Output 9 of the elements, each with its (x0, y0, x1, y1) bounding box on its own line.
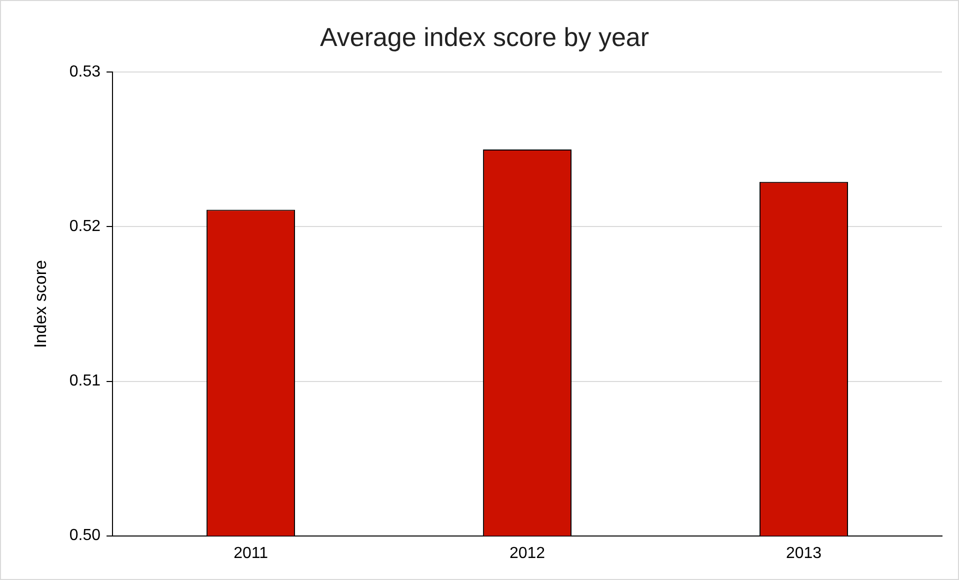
y-tick-label: 0.52 (69, 218, 101, 236)
x-tick-label: 2013 (786, 544, 822, 562)
y-tick-label: 0.51 (69, 372, 101, 390)
x-tick-label: 2012 (509, 544, 546, 562)
y-tick-label: 0.53 (69, 64, 101, 81)
x-tick-label: 2011 (234, 544, 268, 562)
chart-title: Average index score by year (320, 22, 650, 52)
y-axis-title: Index score (30, 260, 50, 348)
y-tick-label: 0.50 (69, 527, 101, 544)
